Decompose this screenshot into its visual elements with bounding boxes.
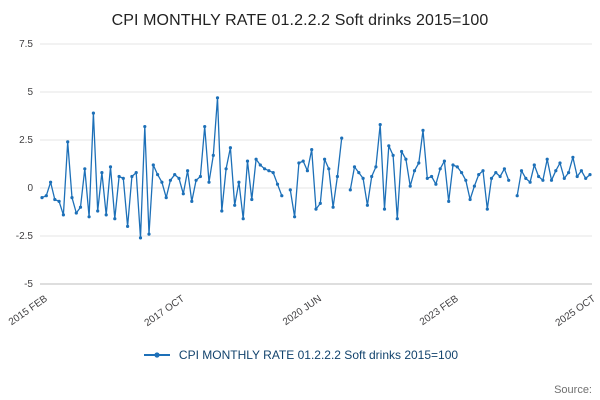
source-label: Source:: [554, 384, 592, 396]
svg-text:2015 FEB: 2015 FEB: [7, 293, 50, 328]
legend-line-marker-icon: [143, 352, 170, 358]
svg-text:-5: -5: [24, 279, 33, 290]
svg-text:7.5: 7.5: [19, 39, 33, 50]
svg-text:2017 OCT: 2017 OCT: [143, 293, 187, 328]
svg-text:5: 5: [27, 87, 33, 98]
svg-text:2.5: 2.5: [19, 135, 33, 146]
legend-series-label: CPI MONTHLY RATE 01.2.2.2 Soft drinks 20…: [178, 348, 459, 362]
svg-text:0: 0: [27, 183, 33, 194]
svg-text:2020 JUN: 2020 JUN: [281, 293, 324, 328]
chart-legend: CPI MONTHLY RATE 01.2.2.2 Soft drinks 20…: [0, 348, 600, 362]
chart-title: CPI MONTHLY RATE 01.2.2.2 Soft drinks 20…: [111, 12, 489, 29]
svg-text:2023 FEB: 2023 FEB: [418, 293, 461, 328]
line-chart-plot-area: 7.5 5 2.5 0 -2.5 -5 2015 FEB 2017 OCT 2020 JUN 20…: [7, 39, 598, 329]
svg-text:2025 OCT: 2025 OCT: [554, 293, 598, 328]
svg-text:-2.5: -2.5: [16, 231, 34, 242]
